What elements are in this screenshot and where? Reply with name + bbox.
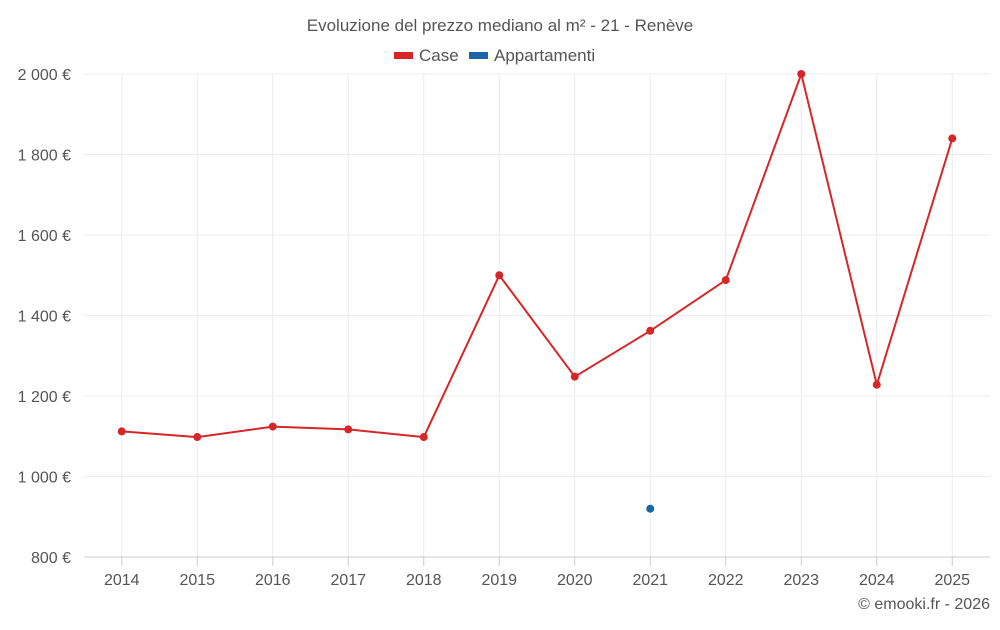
x-tick-label: 2017 [330,572,366,589]
legend-label-appartamenti[interactable]: Appartamenti [494,46,595,65]
legend-label-case[interactable]: Case [419,46,459,65]
x-tick-label: 2021 [632,572,668,589]
legend-swatch-appartamenti [469,52,488,59]
data-point-case[interactable] [872,380,881,389]
data-point-case[interactable] [419,433,428,442]
y-tick-label: 1 600 € [18,228,71,245]
y-tick-label: 800 € [31,550,71,567]
data-point-case[interactable] [344,425,353,434]
x-tick-label: 2023 [783,572,819,589]
data-point-case[interactable] [948,134,957,143]
data-point-case[interactable] [117,427,126,436]
credit-text: © emooki.fr - 2026 [858,596,990,613]
axes: 800 € 1 000 € 1 200 € 1 400 € 1 600 € 1 800 €… [18,67,990,589]
x-tick-label: 2020 [557,572,593,589]
y-tick-label: 1 400 € [18,309,71,326]
grid [84,73,990,557]
legend-swatch-case [394,52,413,59]
x-tick-label: 2022 [708,572,744,589]
y-tick-label: 1 800 € [18,148,71,165]
data-point-case[interactable] [646,326,655,335]
x-tick-label: 2025 [934,572,970,589]
data-point-case[interactable] [721,276,730,285]
x-tick-label: 2015 [179,572,215,589]
legend: Case Appartamenti [394,46,595,65]
data-point-case[interactable] [570,372,579,381]
data-point-case[interactable] [268,422,277,431]
series [117,70,957,513]
data-point-appartamenti[interactable] [646,504,655,513]
x-tick-label: 2018 [406,572,442,589]
data-point-case[interactable] [495,271,504,280]
x-tick-label: 2016 [255,572,291,589]
y-tick-label: 1 200 € [18,389,71,406]
y-tick-label: 2 000 € [18,67,71,84]
series-line-case [121,73,954,439]
data-point-case[interactable] [797,70,806,78]
x-tick-label: 2014 [104,572,140,589]
x-tick-label: 2019 [481,572,517,589]
chart-title: Evoluzione del prezzo mediano al m² - 21… [307,16,693,35]
y-tick-label: 1 000 € [18,470,71,487]
data-point-case[interactable] [193,433,202,442]
x-tick-label: 2024 [859,572,895,589]
